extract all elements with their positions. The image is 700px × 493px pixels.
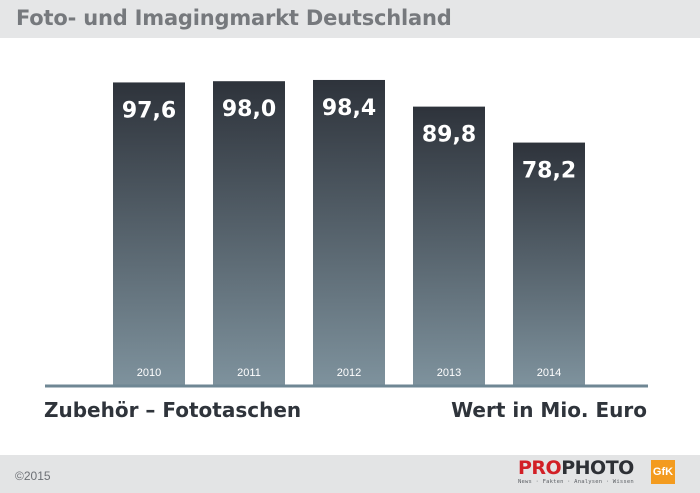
bar-2014 bbox=[513, 142, 585, 385]
gfk-logo: GfK bbox=[651, 460, 675, 484]
chart-title: Zubehör – Fototaschen bbox=[44, 398, 302, 422]
prophoto-logo: PROPHOTO News · Fakten · Analysen · Wiss… bbox=[518, 457, 638, 489]
value-label-2010: 97,6 bbox=[122, 98, 176, 123]
bars-group: 97,6 2010 98,0 2011 98,4 2012 89,8 2013 78,2 2014 bbox=[113, 79, 585, 386]
page-title: Foto- und Imagingmarkt Deutschland bbox=[16, 6, 452, 30]
bar-2011 bbox=[213, 81, 285, 385]
category-label-2011: 2011 bbox=[237, 367, 261, 379]
value-label-2014: 78,2 bbox=[522, 159, 576, 184]
value-label-2013: 89,8 bbox=[422, 123, 476, 148]
brand-name: PROPHOTO bbox=[518, 457, 638, 479]
category-label-2014: 2014 bbox=[537, 367, 561, 379]
y-axis-label: Wert in Mio. Euro bbox=[451, 398, 647, 422]
category-label-2013: 2013 bbox=[437, 367, 461, 379]
bar-2012 bbox=[313, 79, 385, 386]
copyright-text: ©2015 bbox=[15, 469, 51, 483]
value-label-2011: 98,0 bbox=[222, 97, 276, 122]
category-label-2012: 2012 bbox=[337, 367, 361, 379]
brand-pro-text: PRO bbox=[518, 457, 562, 479]
bar-2013 bbox=[413, 106, 485, 386]
category-label-2010: 2010 bbox=[137, 367, 161, 379]
brand-tagline: News · Fakten · Analysen · Wissen bbox=[518, 479, 634, 485]
brand-photo-text: PHOTO bbox=[561, 457, 634, 479]
bar-2010 bbox=[113, 82, 185, 385]
value-label-2012: 98,4 bbox=[322, 96, 376, 121]
